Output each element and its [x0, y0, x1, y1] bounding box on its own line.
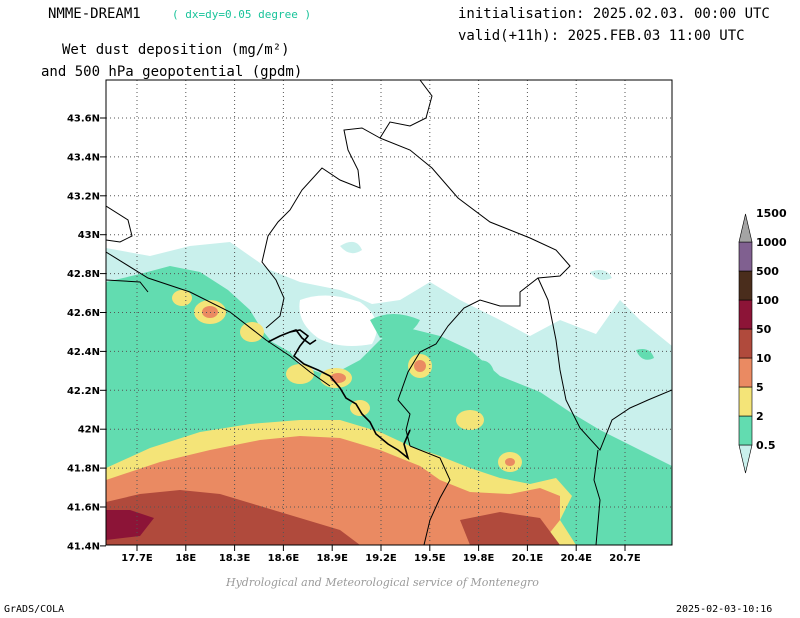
lat-label: 43.4N: [67, 152, 100, 163]
zone-none: [299, 295, 377, 346]
legend-label: 5: [756, 381, 764, 394]
lat-label: 42.4N: [67, 347, 100, 358]
model-name: NMME-DREAM1: [48, 6, 141, 22]
map-grid: [106, 80, 672, 545]
lon-label: 19.8E: [463, 553, 495, 564]
legend-swatch: [738, 299, 753, 330]
lat-label: 41.8N: [67, 464, 100, 475]
lat-label: 43N: [78, 230, 100, 241]
lat-label: 42.2N: [67, 386, 100, 397]
lon-label: 17.7E: [121, 553, 153, 564]
zone-5: [240, 322, 264, 342]
lon-label: 19.5E: [414, 553, 446, 564]
lon-label: 20.7E: [609, 553, 641, 564]
lat-label: 42.6N: [67, 308, 100, 319]
legend-label: 500: [756, 265, 779, 278]
lat-label: 42.8N: [67, 269, 100, 280]
lat-label: 43.2N: [67, 191, 100, 202]
legend-label: 2: [756, 410, 764, 423]
credit-text: Hydrological and Meteorological service …: [226, 576, 539, 589]
zone-0.5: [190, 251, 240, 272]
deposition-field: [106, 241, 672, 545]
legend-swatch: [738, 444, 753, 474]
lat-label: 42N: [78, 425, 100, 436]
lon-label: 19.2E: [365, 553, 397, 564]
zone-5: [456, 410, 484, 430]
lon-label: 18.6E: [268, 553, 300, 564]
lat-label: 41.4N: [67, 541, 100, 552]
lon-label: 20.1E: [512, 553, 544, 564]
legend-swatch: [738, 270, 753, 301]
zone-0.5: [340, 241, 362, 254]
initialisation-time: initialisation: 2025.02.03. 00:00 UTC: [458, 6, 770, 22]
legend-label: 1000: [756, 236, 787, 249]
legend-label: 100: [756, 294, 779, 307]
zone-5: [172, 290, 192, 306]
grid-resolution: ( dx=dy=0.05 degree ): [172, 8, 312, 21]
valid-time: valid(+11h): 2025.FEB.03 11:00 UTC: [458, 28, 745, 44]
country-borders: [106, 80, 672, 545]
zone-0.5: [590, 270, 612, 280]
lon-label: 18E: [175, 553, 196, 564]
longitude-labels: 17.7E 18E 18.3E 18.6E 18.9E 19.2E 19.5E 19.8E 20…: [121, 545, 641, 564]
chart-title-line1: Wet dust deposition (mg/m²): [62, 42, 290, 58]
lat-label: 43.6N: [67, 114, 100, 125]
zone-100: [106, 510, 154, 540]
zone-2: [636, 349, 654, 360]
lon-label: 18.3E: [219, 553, 251, 564]
zone-50: [460, 512, 560, 545]
montenegro-coastline: [267, 329, 411, 461]
lat-label: 41.6N: [67, 503, 100, 514]
lon-label: 20.4E: [560, 553, 592, 564]
chart-title-line2: and 500 hPa geopotential (gpdm): [41, 64, 303, 80]
zone-10: [505, 458, 515, 466]
zone-0.5: [600, 328, 618, 340]
zone-2: [472, 360, 494, 375]
legend-swatch: [738, 357, 753, 388]
legend-swatch: [738, 386, 753, 417]
legend-label: 10: [756, 352, 772, 365]
zone-10: [414, 360, 426, 372]
zone-50: [106, 490, 360, 545]
legend-swatch: [738, 328, 753, 359]
zone-2: [370, 314, 420, 339]
render-timestamp: 2025-02-03-10:16: [676, 604, 773, 615]
software-label: GrADS/COLA: [4, 604, 65, 615]
legend-swatch: [738, 241, 753, 272]
legend-swatch: [738, 213, 753, 243]
lon-label: 18.9E: [316, 553, 348, 564]
latitude-labels: 43.6N 43.4N 43.2N 43N 42.8N 42.6N 42.4N 42.2N 42…: [67, 114, 106, 552]
legend-label: 50: [756, 323, 772, 336]
legend-swatch: [738, 415, 753, 446]
legend-label: 0.5: [756, 439, 776, 452]
legend-label: 1500: [756, 207, 787, 220]
colorbar-legend: 0.5 2 5 10 50 100 500 1000 1500: [738, 207, 787, 474]
